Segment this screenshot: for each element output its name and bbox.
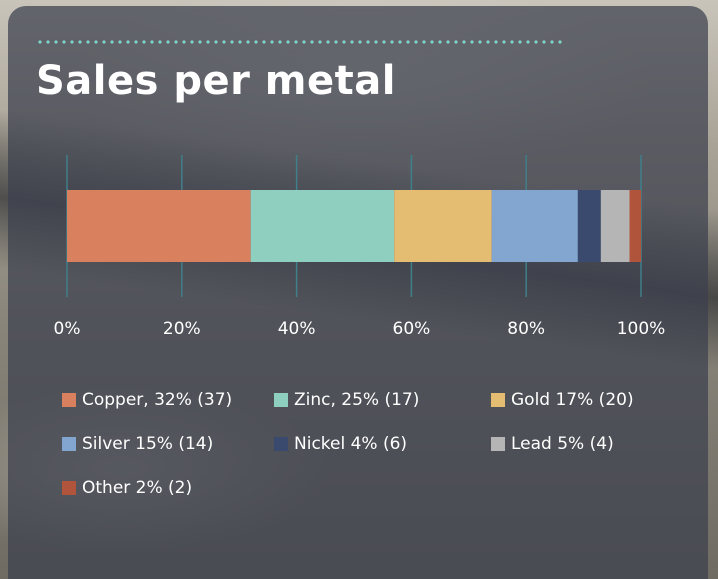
bar-segment <box>491 190 578 262</box>
x-axis-ticks: 0% 20% 40% 60% 80% 100% <box>54 319 666 339</box>
bar-segment <box>600 190 630 262</box>
legend-label: Silver 15% (14) <box>82 434 214 454</box>
chart-card <box>8 6 708 579</box>
legend-label: Other 2% (2) <box>82 478 193 498</box>
legend-label: Nickel 4% (6) <box>294 434 408 454</box>
x-tick-label: 20% <box>163 319 201 339</box>
x-tick-label: 80% <box>507 319 545 339</box>
legend-item: Other 2% (2) <box>62 478 192 498</box>
chart-title: Sales per metal <box>36 58 396 104</box>
legend-label: Lead 5% (4) <box>511 434 614 454</box>
legend-swatch <box>491 393 505 407</box>
bar-segment <box>394 190 492 262</box>
legend-item: Lead 5% (4) <box>491 434 614 454</box>
legend-item: Gold 17% (20) <box>491 390 634 410</box>
legend-swatch <box>491 437 505 451</box>
legend-label: Copper, 32% (37) <box>82 390 233 410</box>
legend-label: Gold 17% (20) <box>511 390 634 410</box>
bar-segment <box>577 190 601 262</box>
x-tick-label: 100% <box>617 319 666 339</box>
legend-item: Nickel 4% (6) <box>274 434 407 454</box>
bar-segment <box>67 190 251 262</box>
legend-item: Silver 15% (14) <box>62 434 213 454</box>
legend-swatch <box>274 437 288 451</box>
x-tick-label: 0% <box>54 319 81 339</box>
legend-swatch <box>62 437 76 451</box>
legend-swatch <box>62 481 76 495</box>
legend-item: Copper, 32% (37) <box>62 390 232 410</box>
bar-segment <box>629 190 641 262</box>
legend-swatch <box>62 393 76 407</box>
legend-swatch <box>274 393 288 407</box>
bar-segment <box>250 190 395 262</box>
dotted-accent-line <box>36 40 566 44</box>
x-tick-label: 60% <box>393 319 431 339</box>
legend-label: Zinc, 25% (17) <box>294 390 420 410</box>
bar-segments <box>67 190 641 262</box>
legend-item: Zinc, 25% (17) <box>274 390 419 410</box>
x-tick-label: 40% <box>278 319 316 339</box>
